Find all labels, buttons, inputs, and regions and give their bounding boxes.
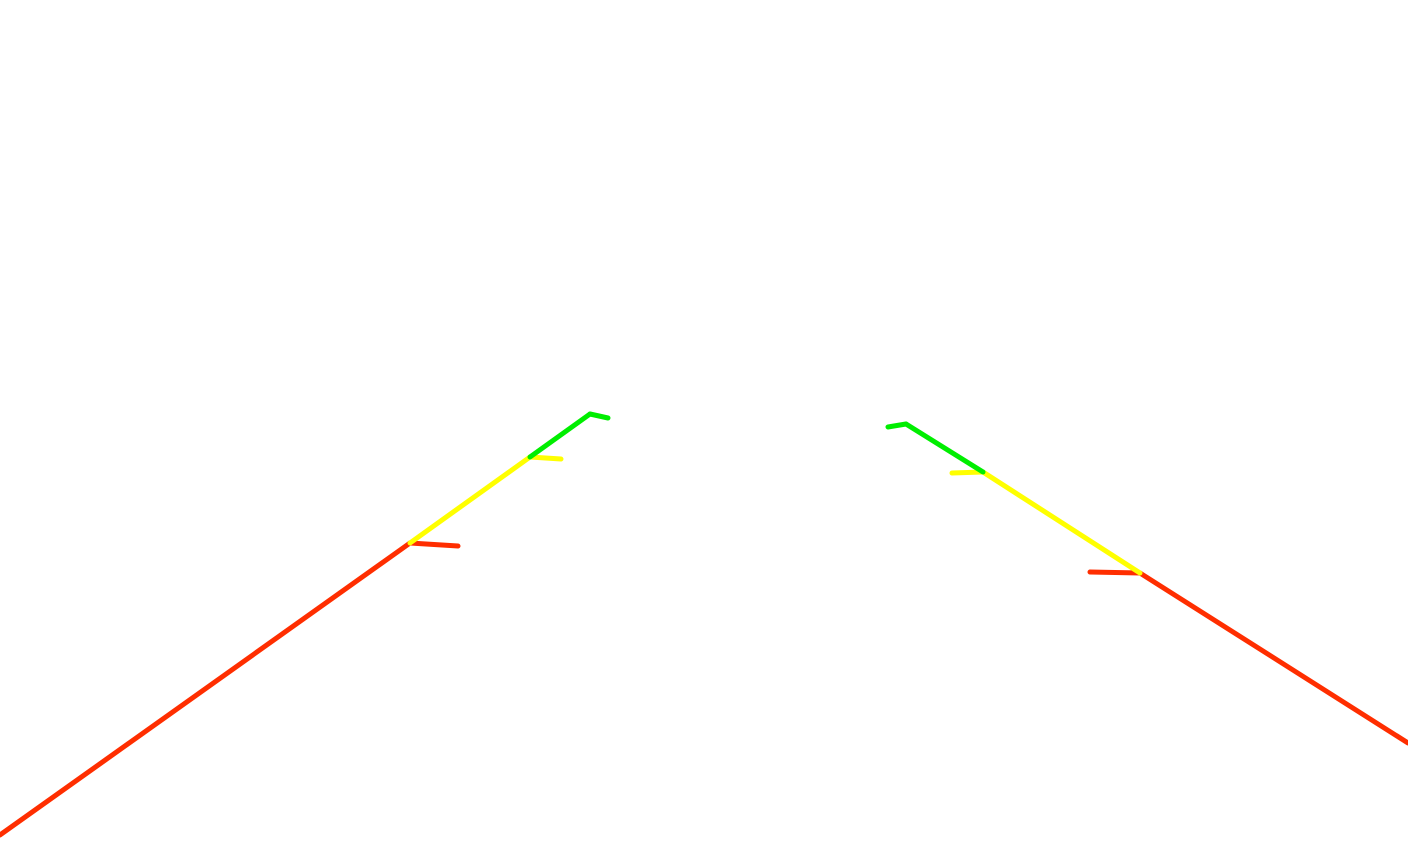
left-near-segment xyxy=(0,540,413,838)
left-far-marker xyxy=(587,411,611,421)
right-far-segment xyxy=(903,421,986,475)
right-guide-line xyxy=(885,421,1408,746)
right-mid-marker xyxy=(949,469,986,476)
right-mid-segment xyxy=(980,469,1143,576)
right-near-marker xyxy=(1087,569,1143,576)
right-near-segment xyxy=(1137,570,1408,746)
right-far-marker xyxy=(885,421,909,430)
left-far-segment xyxy=(527,411,593,460)
left-mid-marker xyxy=(527,454,564,462)
left-near-marker xyxy=(407,540,461,549)
left-mid-segment xyxy=(407,454,533,546)
left-guide-line xyxy=(0,411,611,838)
